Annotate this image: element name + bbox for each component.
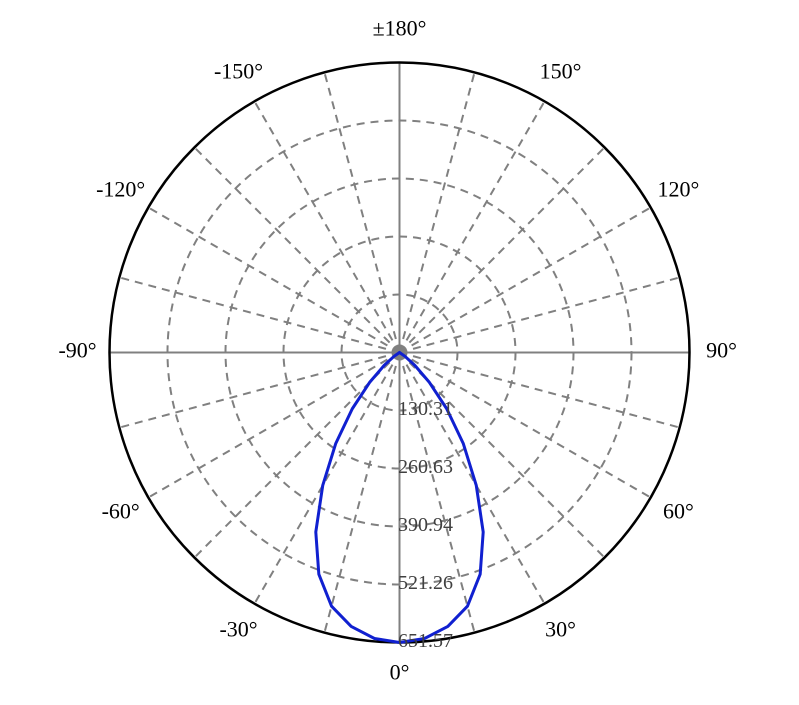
angle-label: -90°: [58, 338, 96, 363]
angle-label: ±180°: [373, 16, 427, 41]
radial-tick-label: 130.31: [398, 398, 453, 420]
angle-label: 120°: [657, 177, 699, 202]
radial-tick-label: 651.57: [398, 630, 453, 652]
angle-label: 90°: [706, 338, 737, 363]
angle-label: 0°: [390, 660, 410, 685]
angle-label: -120°: [96, 177, 145, 202]
angle-label: -30°: [219, 616, 257, 641]
radial-tick-label: 390.94: [398, 514, 453, 536]
angle-label: -60°: [102, 499, 140, 524]
radial-tick-label: 521.26: [398, 572, 453, 594]
angle-label: -150°: [214, 59, 263, 84]
angle-label: 30°: [545, 616, 576, 641]
polar-chart: 130.31 260.63 390.94 521.26 651.57 0° 30° 60° 90…: [0, 0, 799, 705]
angle-label: 150°: [540, 59, 582, 84]
angle-label: 60°: [663, 499, 694, 524]
radial-tick-label: 260.63: [398, 456, 453, 478]
